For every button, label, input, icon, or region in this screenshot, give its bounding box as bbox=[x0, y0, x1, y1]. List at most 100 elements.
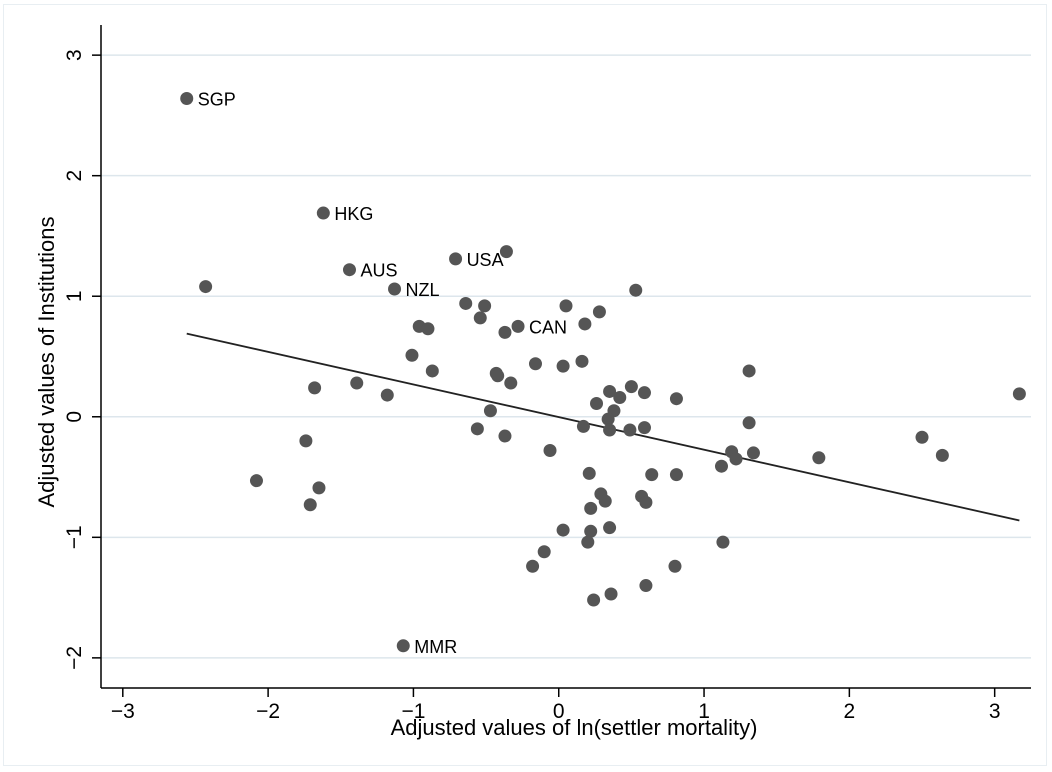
point-label: SGP bbox=[198, 90, 236, 110]
data-point bbox=[425, 364, 439, 378]
y-tick-label: 3 bbox=[63, 49, 86, 61]
data-point bbox=[669, 392, 683, 406]
point-label: HKG bbox=[334, 204, 373, 224]
data-point bbox=[396, 639, 410, 653]
data-point bbox=[584, 524, 598, 538]
data-point bbox=[584, 501, 598, 515]
data-point bbox=[716, 535, 730, 549]
data-point bbox=[449, 252, 463, 266]
fit-line bbox=[186, 332, 1020, 522]
data-point bbox=[613, 390, 627, 404]
data-point bbox=[603, 423, 617, 437]
x-tick-label: −3 bbox=[111, 700, 135, 723]
data-point bbox=[559, 299, 573, 313]
data-point bbox=[576, 419, 590, 433]
data-point bbox=[316, 206, 330, 220]
x-tick-label: 2 bbox=[844, 700, 856, 723]
data-point bbox=[312, 481, 326, 495]
data-point bbox=[498, 429, 512, 443]
data-point bbox=[380, 388, 394, 402]
x-tick-label: −1 bbox=[401, 700, 425, 723]
x-tick-label: 3 bbox=[989, 700, 1001, 723]
data-point bbox=[575, 354, 589, 368]
data-point bbox=[645, 468, 659, 482]
data-point bbox=[483, 404, 497, 418]
data-point bbox=[180, 92, 194, 106]
data-point bbox=[603, 384, 617, 398]
y-ticks: −2 −1 0 1 2 3 bbox=[63, 49, 101, 670]
point-label: AUS bbox=[360, 261, 397, 281]
data-point bbox=[639, 495, 653, 509]
data-point bbox=[714, 459, 728, 473]
data-point bbox=[249, 474, 263, 488]
data-point bbox=[556, 523, 570, 537]
x-tick-label: −2 bbox=[256, 700, 280, 723]
data-point bbox=[470, 422, 484, 436]
y-tick-label: 0 bbox=[63, 411, 86, 423]
data-point bbox=[742, 364, 756, 378]
data-point bbox=[746, 446, 760, 460]
data-point bbox=[935, 448, 949, 462]
data-point bbox=[601, 412, 615, 426]
data-point bbox=[498, 325, 512, 339]
data-point bbox=[342, 263, 356, 277]
data-point bbox=[299, 434, 313, 448]
data-point bbox=[556, 359, 570, 373]
chart-frame: −2 −1 0 1 2 3 −3 −2 −1 0 1 2 3 SGP HKG AUS USA NZL CAN MM… bbox=[3, 4, 1047, 766]
data-point bbox=[511, 319, 525, 333]
data-point bbox=[528, 357, 542, 371]
data-point bbox=[581, 535, 595, 549]
point-label: CAN bbox=[529, 317, 567, 337]
data-point bbox=[303, 498, 317, 512]
y-tick-label: 1 bbox=[63, 290, 86, 302]
point-label: MMR bbox=[414, 637, 457, 657]
data-point bbox=[543, 444, 557, 458]
data-point bbox=[491, 369, 505, 383]
y-tick-label: −2 bbox=[63, 646, 86, 670]
data-point bbox=[590, 397, 604, 411]
data-point bbox=[623, 423, 637, 437]
data-point bbox=[537, 545, 551, 559]
data-point bbox=[598, 494, 612, 508]
data-points: SGP HKG AUS USA NZL CAN MMR bbox=[180, 90, 1026, 657]
data-point bbox=[668, 559, 682, 573]
axes bbox=[100, 25, 1031, 689]
x-tick-label: 0 bbox=[553, 700, 565, 723]
data-point bbox=[526, 559, 540, 573]
data-point bbox=[637, 386, 651, 400]
data-point bbox=[478, 299, 492, 313]
scatter-chart: −2 −1 0 1 2 3 −3 −2 −1 0 1 2 3 SGP HKG AUS USA NZL CAN MM… bbox=[34, 25, 1031, 740]
data-point bbox=[308, 381, 322, 395]
data-point bbox=[473, 311, 487, 325]
data-point bbox=[629, 283, 643, 297]
data-point bbox=[742, 416, 756, 430]
data-point bbox=[459, 296, 473, 310]
y-tick-label: 2 bbox=[63, 170, 86, 182]
x-ticks: −3 −2 −1 0 1 2 3 bbox=[111, 688, 1001, 723]
data-point bbox=[405, 348, 419, 362]
data-point bbox=[388, 282, 402, 296]
data-point bbox=[499, 245, 513, 259]
data-point bbox=[582, 466, 596, 480]
data-point bbox=[592, 305, 606, 319]
data-point bbox=[587, 593, 601, 607]
y-tick-label: −1 bbox=[63, 525, 86, 549]
x-tick-label: 1 bbox=[698, 700, 710, 723]
data-point bbox=[603, 521, 617, 535]
data-point bbox=[199, 280, 213, 294]
data-point bbox=[1012, 387, 1026, 401]
data-point bbox=[624, 380, 638, 394]
data-point bbox=[812, 451, 826, 465]
data-point bbox=[669, 468, 683, 482]
point-label: NZL bbox=[406, 280, 440, 300]
x-axis-title: Adjusted values of ln(settler mortality) bbox=[391, 715, 758, 740]
data-point bbox=[421, 322, 435, 336]
y-axis-title: Adjusted values of Institutions bbox=[34, 216, 59, 507]
data-point bbox=[504, 376, 518, 390]
data-point bbox=[639, 579, 653, 593]
data-point bbox=[578, 317, 592, 331]
point-label: USA bbox=[467, 250, 504, 270]
data-point bbox=[604, 587, 618, 601]
data-point bbox=[637, 421, 651, 435]
data-point bbox=[729, 452, 743, 466]
